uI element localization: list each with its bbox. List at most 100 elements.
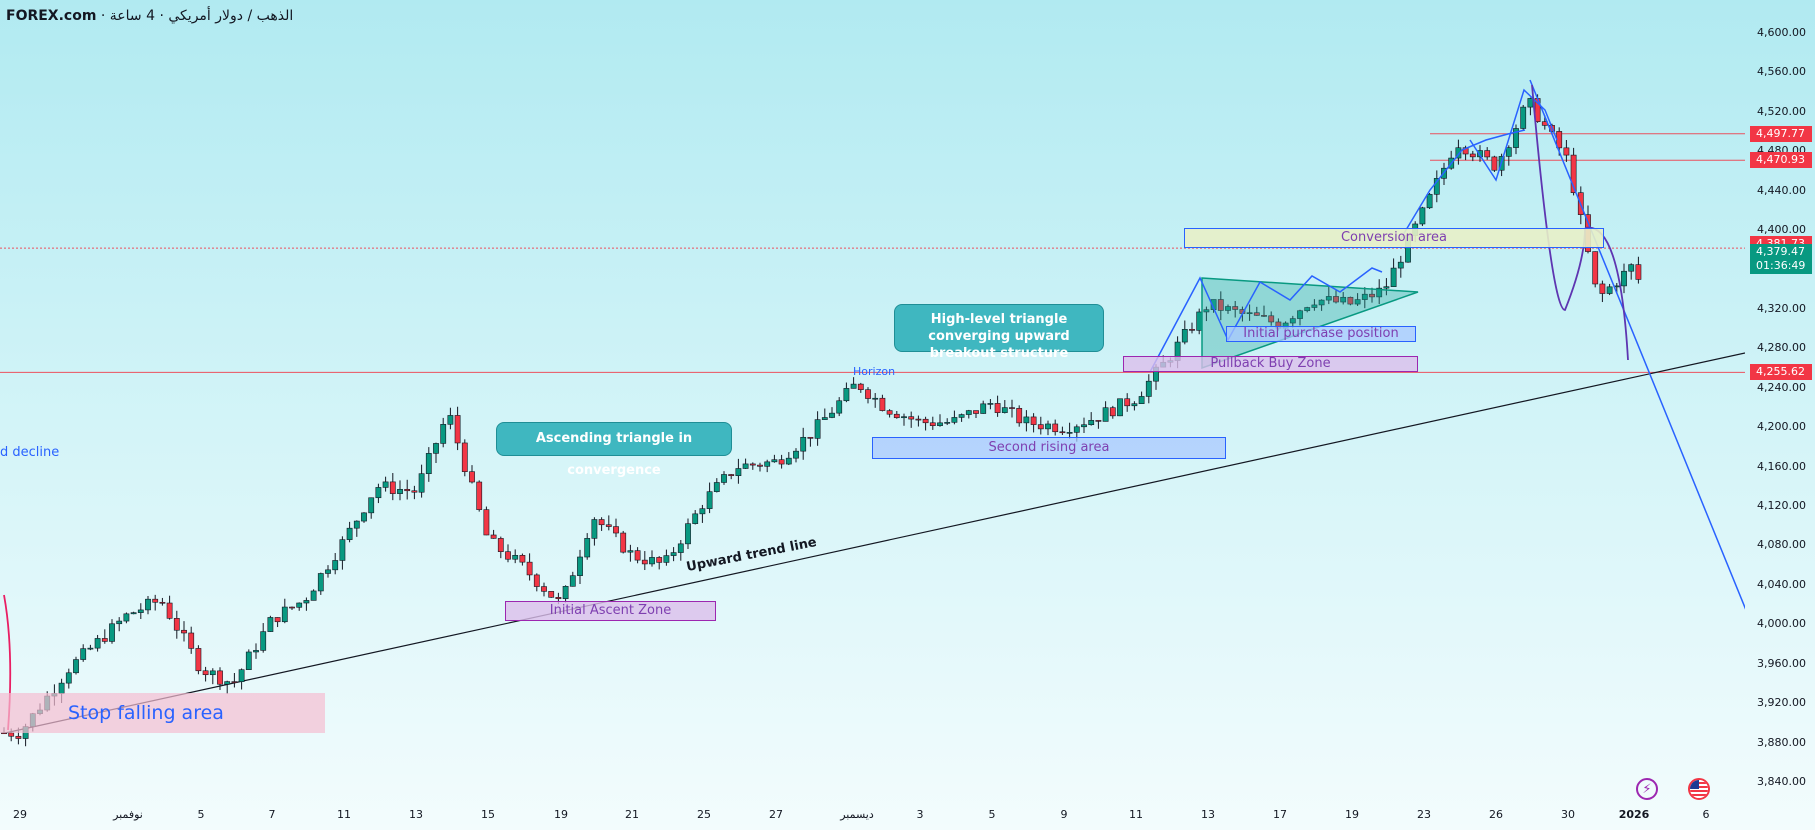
lightning-icon[interactable]: ⚡ xyxy=(1636,778,1658,800)
candle-body xyxy=(80,648,87,660)
candle-body xyxy=(433,443,439,454)
candle-body xyxy=(1189,329,1195,331)
candle-body xyxy=(1520,106,1527,129)
candle-body xyxy=(260,631,267,651)
candle-body xyxy=(123,613,130,622)
symbol-name[interactable]: الذهب / دولار أمريكي xyxy=(168,8,294,24)
ascending-triangle-callout[interactable]: Ascending triangle in convergence xyxy=(496,422,732,478)
candle-body xyxy=(73,659,79,674)
candle-body xyxy=(1073,426,1080,433)
y-tick-label: 3,960.00 xyxy=(1757,656,1806,670)
candle-body xyxy=(706,491,713,509)
candle-body xyxy=(1347,296,1354,305)
candle-body xyxy=(361,512,367,522)
candle-body xyxy=(325,569,331,574)
candle-body xyxy=(742,463,749,469)
candle-body xyxy=(476,481,483,510)
candle-body xyxy=(915,418,922,421)
price-tag[interactable]: 4,379.47 01:36:49 xyxy=(1750,244,1812,275)
candle-body xyxy=(166,602,173,619)
candle-body xyxy=(1592,251,1599,285)
x-tick-label: 9 xyxy=(1060,808,1068,821)
candle-body xyxy=(656,557,663,563)
x-tick-label: 23 xyxy=(1417,808,1431,821)
header-separator: · xyxy=(155,8,169,24)
candle-body xyxy=(1635,264,1642,280)
double-top-path xyxy=(1469,88,1558,182)
candle-body xyxy=(1124,398,1131,407)
candle-body xyxy=(152,598,159,603)
y-tick-label: 4,000.00 xyxy=(1757,617,1806,631)
candle-body xyxy=(1426,194,1433,209)
candle-body xyxy=(332,560,339,571)
candle-body xyxy=(231,681,238,683)
candle-body xyxy=(749,463,756,466)
candle-body xyxy=(253,650,259,653)
ascending-triangle-text: Ascending triangle in convergence xyxy=(535,431,693,478)
upward-trend-line xyxy=(4,352,1745,734)
interval-label[interactable]: 4 ساعة xyxy=(109,8,156,24)
candle-body xyxy=(397,488,403,494)
candle-body xyxy=(1318,299,1325,306)
price-tag[interactable]: 4,497.77 xyxy=(1750,125,1812,142)
x-tick-label: 5 xyxy=(197,808,205,821)
pullback-buy-zone[interactable]: Pullback Buy Zone xyxy=(1123,356,1418,372)
candle-body xyxy=(188,632,195,649)
candle-body xyxy=(843,388,850,402)
candle-body xyxy=(1361,293,1368,300)
candle-body xyxy=(1340,296,1347,303)
candle-body xyxy=(901,416,907,419)
candle-body xyxy=(224,681,231,685)
candle-body xyxy=(1045,423,1051,430)
candle-body xyxy=(1066,432,1073,434)
candle-body xyxy=(130,612,137,615)
us-flag-icon[interactable] xyxy=(1688,778,1710,800)
y-tick-label: 3,920.00 xyxy=(1757,696,1806,710)
candle-body xyxy=(1469,153,1476,158)
candle-body xyxy=(1109,407,1116,417)
candle-body xyxy=(1419,207,1426,225)
candle-body xyxy=(368,497,375,514)
candle-body xyxy=(699,508,706,515)
candle-body xyxy=(1196,311,1203,331)
candle-body xyxy=(562,586,569,600)
price-tag-value: 4,255.62 xyxy=(1756,365,1805,379)
high-level-triangle-callout[interactable]: High-level triangle converging upward br… xyxy=(894,304,1104,361)
candle-body xyxy=(713,482,720,492)
candle-body xyxy=(346,527,353,540)
candle-body xyxy=(8,732,15,737)
candle-body xyxy=(1095,420,1102,422)
zigzag-path xyxy=(1149,267,1383,373)
candle-body xyxy=(317,573,324,592)
chart-header: FOREX.com · الذهب / دولار أمريكي · 4 ساع… xyxy=(6,8,293,24)
candle-body xyxy=(289,606,295,609)
initial-ascent-zone[interactable]: Initial Ascent Zone xyxy=(505,601,716,621)
candle-body xyxy=(159,601,166,604)
price-plot[interactable] xyxy=(0,0,1745,830)
candle-body xyxy=(454,415,461,444)
candle-body xyxy=(1369,293,1375,298)
candle-body xyxy=(778,459,785,465)
candle-body xyxy=(1052,423,1059,433)
stop-falling-zone[interactable]: Stop falling area xyxy=(0,693,325,733)
candle-body xyxy=(1606,286,1613,294)
candle-body xyxy=(1297,310,1303,319)
candle-body xyxy=(1246,312,1253,315)
candle-body xyxy=(807,436,814,439)
candle-body xyxy=(1527,98,1534,108)
initial-purchase-zone[interactable]: Initial purchase position xyxy=(1226,326,1416,342)
price-tag[interactable]: 4,255.62 xyxy=(1750,364,1812,381)
candle-body xyxy=(1016,408,1023,424)
second-rising-zone[interactable]: Second rising area xyxy=(872,437,1226,459)
y-tick-label: 4,120.00 xyxy=(1757,499,1806,513)
conversion-zone[interactable]: Conversion area xyxy=(1184,228,1604,248)
candle-body xyxy=(591,519,598,539)
candle-body xyxy=(649,557,655,565)
y-tick-label: 4,200.00 xyxy=(1757,420,1806,434)
candle-body xyxy=(634,550,641,561)
candle-body xyxy=(922,418,929,424)
candle-body xyxy=(389,481,396,494)
candle-body xyxy=(267,617,274,632)
price-tag[interactable]: 4,470.93 xyxy=(1750,152,1812,169)
